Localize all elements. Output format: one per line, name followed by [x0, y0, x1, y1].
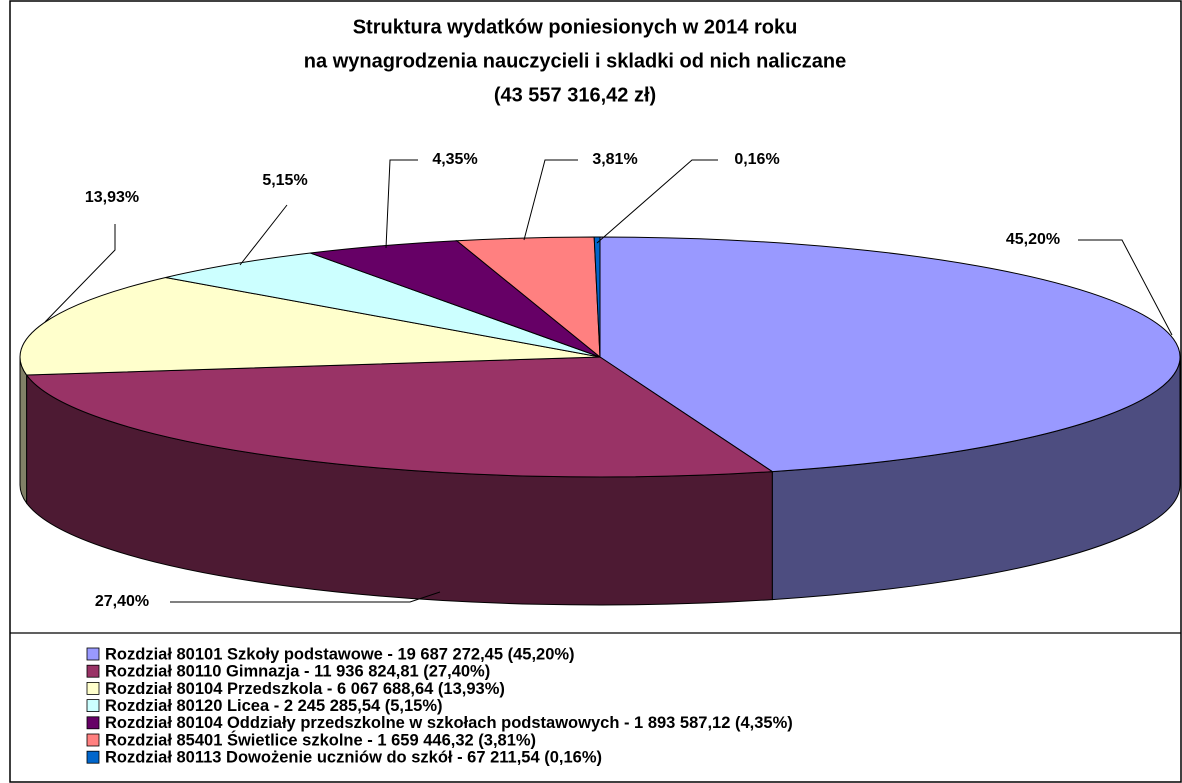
leader-line [170, 591, 441, 603]
legend-swatch [86, 733, 100, 747]
leader-line [239, 204, 288, 266]
leader-line [523, 159, 578, 241]
leader-line [44, 224, 116, 323]
data-label: 13,93% [85, 189, 139, 206]
legend-swatch [86, 699, 100, 712]
legend-swatch [86, 664, 100, 678]
leader-line [596, 159, 718, 244]
pie-slice [593, 236, 601, 358]
legend-label: Rozdział 80101 Szkoły podstawowe - 19 68… [105, 645, 575, 663]
legend-label: Rozdział 80113 Dowożenie uczniów do szkó… [105, 749, 602, 767]
pie-side [19, 356, 28, 505]
data-label: 0,16% [734, 151, 779, 168]
pie-slice [165, 252, 601, 358]
data-label: 5,15% [262, 172, 307, 189]
data-label: 45,20% [1006, 231, 1060, 248]
chart-title: (43 557 316,42 zł) [494, 84, 656, 106]
data-label: 3,81% [592, 151, 637, 168]
legend-label: Rozdział 80110 Gimnazja - 11 936 824,81 … [105, 663, 490, 681]
data-label: 27,40% [95, 593, 149, 610]
leader-line [1078, 239, 1173, 336]
pie-slice [599, 236, 1181, 473]
data-label: 4,35% [432, 151, 477, 168]
legend-label: Rozdział 80104 Przedszkola - 6 067 688,6… [105, 680, 505, 698]
pie-slice [19, 276, 601, 376]
legend-swatch [86, 716, 100, 730]
legend-label: Rozdział 85401 Świetlice szkolne - 1 659… [105, 730, 536, 749]
legend-swatch [86, 682, 100, 695]
legend-swatch [86, 750, 100, 764]
chart-title: na wynagrodzenia nauczycieli i skladki o… [304, 50, 846, 72]
pie-slice [25, 356, 774, 478]
chart-title: Struktura wydatków poniesionych w 2014 r… [353, 16, 798, 38]
leader-line [385, 159, 418, 249]
legend-swatch [86, 647, 100, 661]
legend-label: Rozdział 80120 Licea - 2 245 285,54 (5,1… [105, 697, 443, 715]
legend-label: Rozdział 80104 Oddziały przedszkolne w s… [105, 714, 793, 732]
